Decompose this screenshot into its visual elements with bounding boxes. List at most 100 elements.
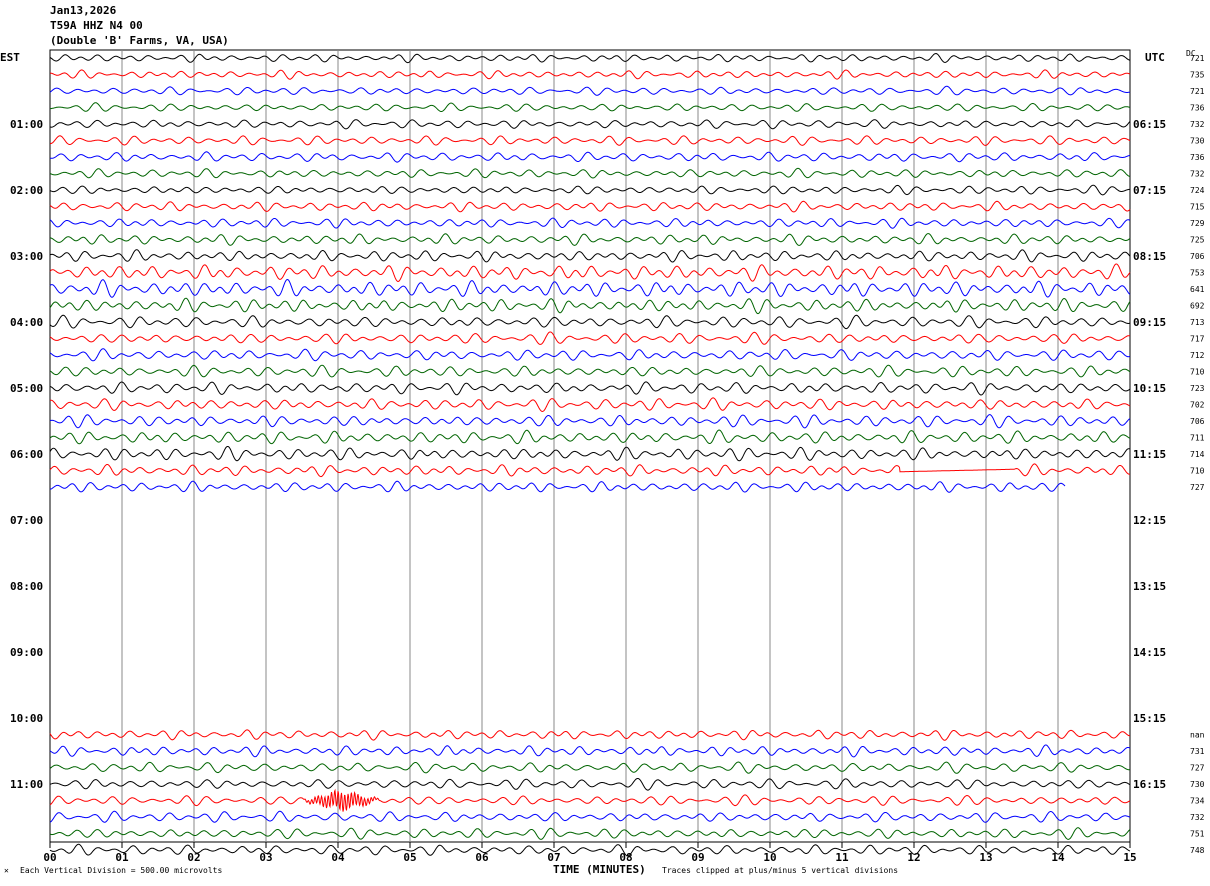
- dc-offset-label: 721: [1190, 87, 1205, 96]
- x-tick-label-06: 06: [475, 851, 489, 864]
- x-tick-label-10: 10: [763, 851, 776, 864]
- trace-row-42: [49, 744, 1131, 758]
- station-location: (Double 'B' Farms, VA, USA): [50, 34, 229, 47]
- x-tick-label-12: 12: [907, 851, 920, 864]
- trace-row-23: [49, 429, 1131, 445]
- dc-offset-label: 732: [1190, 120, 1205, 129]
- trace-row-48: [49, 843, 1131, 857]
- x-tick-label-04: 04: [331, 851, 345, 864]
- trace-row-12: [49, 249, 1131, 263]
- trace-row-18: [49, 348, 1131, 362]
- trace-row-22: [49, 414, 1131, 429]
- x-tick-label-02: 02: [187, 851, 200, 864]
- x-tick-label-07: 07: [547, 851, 560, 864]
- dc-offset-label: 748: [1190, 846, 1205, 855]
- trace-row-16: [49, 314, 1131, 330]
- dc-offset-label: 736: [1190, 104, 1205, 113]
- left-hour-label: 04:00: [10, 316, 43, 329]
- station-code: T59A HHZ N4 00: [50, 19, 143, 32]
- dc-offset-label: 753: [1190, 269, 1205, 278]
- x-tick-label-15: 15: [1123, 851, 1136, 864]
- trace-row-3: [50, 102, 1131, 112]
- left-hour-label: 08:00: [10, 580, 43, 593]
- trace-row-17: [49, 331, 1131, 345]
- trace-row-41: [49, 729, 1130, 741]
- left-hour-label: 09:00: [10, 646, 43, 659]
- dc-offset-label: 710: [1190, 368, 1205, 377]
- corner-mark: ✕: [4, 866, 9, 875]
- trace-row-44: [49, 778, 1131, 791]
- right-hour-label: 12:15: [1133, 514, 1166, 527]
- left-hour-label: 10:00: [10, 712, 43, 725]
- x-tick-label-03: 03: [259, 851, 272, 864]
- x-tick-label-09: 09: [691, 851, 704, 864]
- dc-offset-label: 714: [1190, 450, 1205, 459]
- trace-row-21: [49, 397, 1131, 413]
- scale-note: Each Vertical Division = 500.00 microvol…: [20, 866, 223, 875]
- trace-row-20: [49, 381, 1131, 396]
- right-hour-label: 06:15: [1133, 118, 1166, 131]
- dc-offset-label: 717: [1190, 335, 1205, 344]
- trace-row-9: [49, 200, 1131, 213]
- dc-offset-label: 723: [1190, 384, 1205, 393]
- trace-row-2: [49, 85, 1131, 96]
- left-hour-label: 05:00: [10, 382, 43, 395]
- right-axis-title: UTC: [1145, 51, 1165, 64]
- dc-offset-label: 730: [1190, 137, 1205, 146]
- dc-offset-label: 724: [1190, 186, 1205, 195]
- dc-offset-label: 731: [1190, 747, 1205, 756]
- x-tick-label-13: 13: [979, 851, 992, 864]
- dc-offset-label: 727: [1190, 764, 1205, 773]
- dc-offset-label: 734: [1190, 797, 1205, 806]
- trace-row-6: [49, 151, 1131, 163]
- trace-row-1: [50, 69, 1131, 80]
- x-tick-label-11: 11: [835, 851, 849, 864]
- trace-row-5: [50, 135, 1131, 146]
- dc-offset-label: 721: [1190, 54, 1205, 63]
- x-tick-label-00: 00: [43, 851, 56, 864]
- trace-row-26: [49, 480, 1066, 493]
- right-hour-label: 11:15: [1133, 448, 1166, 461]
- dc-header: DC: [1186, 49, 1196, 58]
- clip-note: Traces clipped at plus/minus 5 vertical …: [662, 866, 899, 875]
- dc-offset-label: 729: [1190, 219, 1205, 228]
- trace-row-10: [49, 217, 1131, 229]
- trace-row-0: [49, 52, 1131, 64]
- trace-row-25: [49, 463, 1131, 478]
- right-hour-label: 13:15: [1133, 580, 1166, 593]
- trace-row-8: [49, 184, 1130, 196]
- dc-offset-label: 725: [1190, 236, 1205, 245]
- x-tick-label-08: 08: [619, 851, 632, 864]
- dc-offset-label: 712: [1190, 351, 1205, 360]
- dc-offset-label: nan: [1190, 731, 1205, 740]
- dc-offset-label: 715: [1190, 203, 1205, 212]
- left-hour-label: 01:00: [10, 118, 43, 131]
- dc-offset-label: 706: [1190, 417, 1205, 426]
- right-hour-label: 07:15: [1133, 184, 1166, 197]
- right-hour-label: 09:15: [1133, 316, 1166, 329]
- right-hour-label: 16:15: [1133, 778, 1166, 791]
- dc-offset-label: 713: [1190, 318, 1205, 327]
- trace-row-47: [49, 827, 1131, 840]
- x-axis-title: TIME (MINUTES): [553, 863, 646, 876]
- right-hour-label: 14:15: [1133, 646, 1166, 659]
- left-hour-label: 07:00: [10, 514, 43, 527]
- trace-row-14: [49, 278, 1131, 298]
- dc-offset-label: 706: [1190, 252, 1205, 261]
- trace-row-43: [49, 761, 1131, 774]
- dc-offset-label: 711: [1190, 434, 1205, 443]
- left-hour-label: 06:00: [10, 448, 43, 461]
- left-axis-title: EST: [0, 51, 20, 64]
- trace-row-11: [49, 233, 1131, 246]
- trace-row-7: [49, 167, 1131, 179]
- dc-offset-label: 736: [1190, 153, 1205, 162]
- x-tick-label-01: 01: [115, 851, 129, 864]
- dc-offset-label: 735: [1190, 71, 1205, 80]
- right-hour-label: 15:15: [1133, 712, 1166, 725]
- dc-offset-label: 727: [1190, 483, 1205, 492]
- left-hour-label: 02:00: [10, 184, 43, 197]
- dc-offset-label: 751: [1190, 830, 1205, 839]
- left-hour-label: 03:00: [10, 250, 43, 263]
- trace-row-13: [49, 263, 1131, 283]
